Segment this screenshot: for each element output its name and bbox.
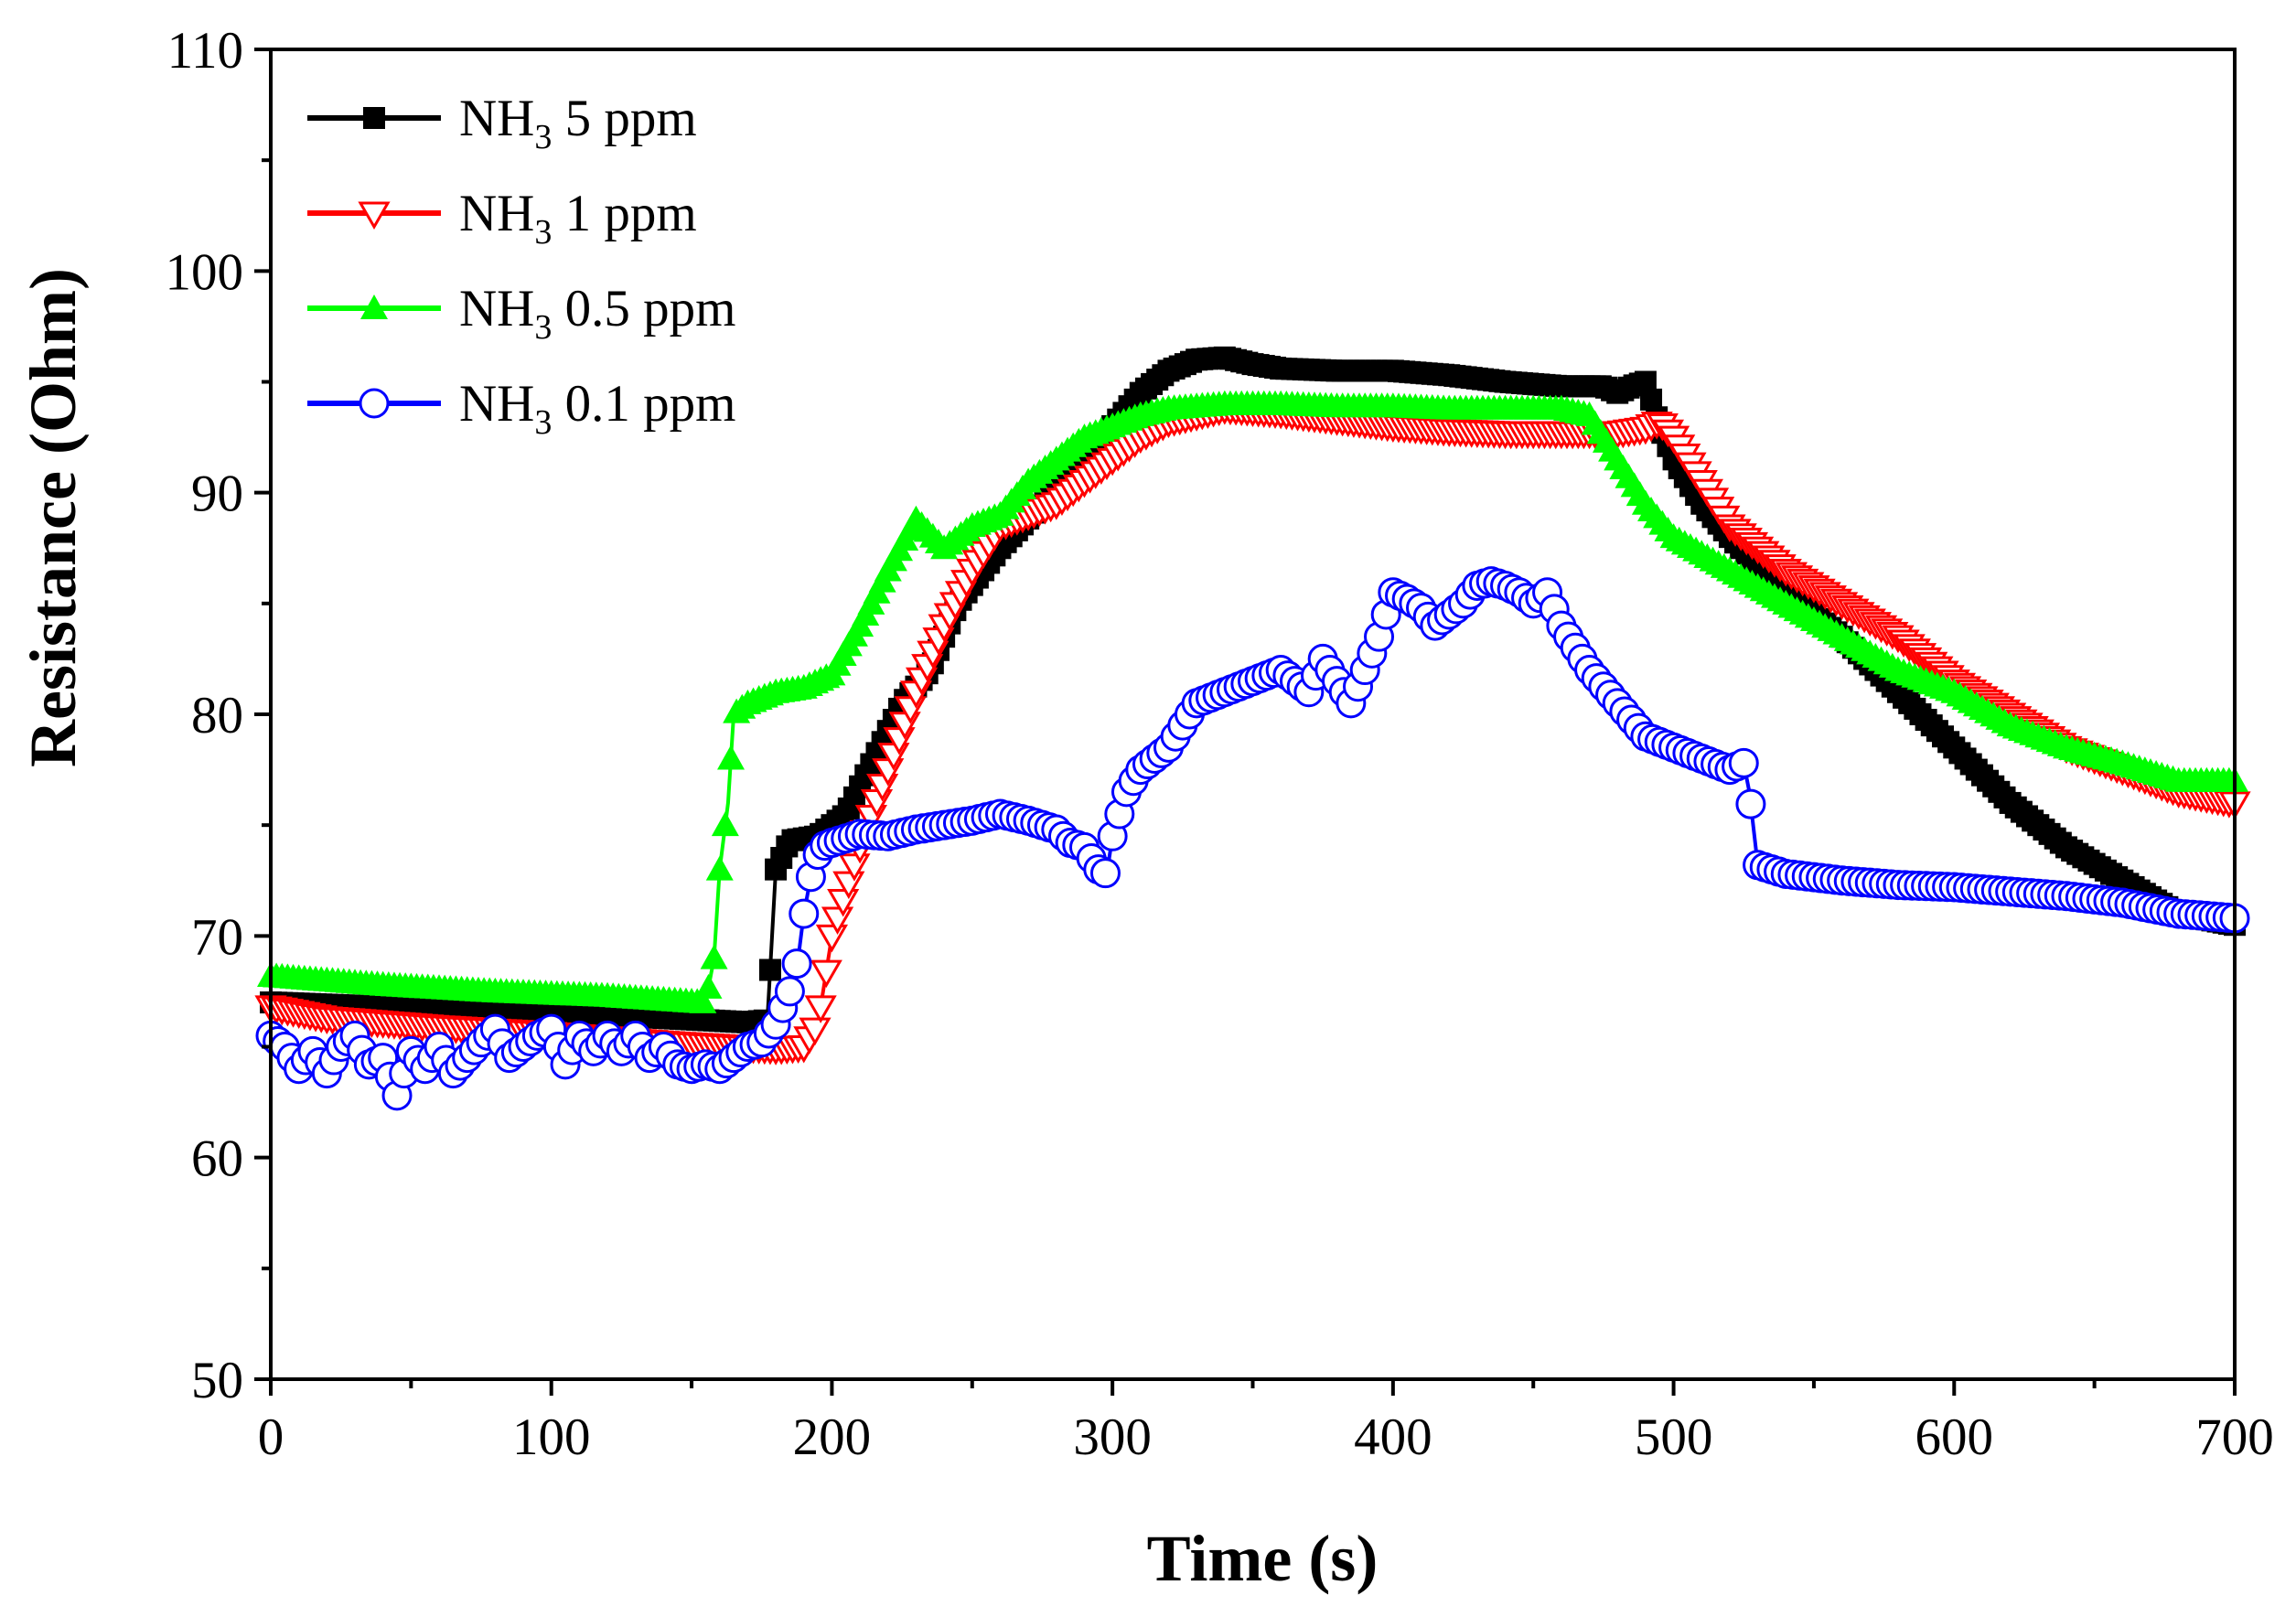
data-point (799, 1017, 831, 1046)
data-point (1089, 858, 1121, 889)
data-point (689, 988, 717, 1013)
legend-label: NH3 5 ppm (459, 90, 697, 156)
data-point (804, 995, 837, 1023)
x-tick-label: 200 (793, 1408, 872, 1466)
data-point (810, 959, 842, 989)
y-tick-label: 90 (191, 466, 243, 523)
axes: 0 100 200 300 400 500 600 700 50 60 70 80 90 100 110 (166, 22, 2274, 1466)
x-tick-label: 100 (512, 1408, 591, 1466)
x-axis-title: Time (s) (1147, 1522, 1379, 1595)
y-tick-label: 70 (191, 908, 243, 966)
y-tick-label: 100 (166, 243, 244, 301)
series-line (270, 402, 2235, 1005)
data-point (1728, 747, 1759, 778)
data-point (789, 898, 820, 929)
legend-label: NH3 0.5 ppm (459, 280, 735, 347)
legend-marker (360, 294, 388, 319)
data-point (774, 976, 805, 1007)
x-tick-label: 0 (258, 1408, 284, 1466)
data-point (758, 958, 781, 981)
data-point (711, 811, 739, 837)
data-point (694, 973, 723, 999)
legend-entry-3: NH3 0.1 ppm (307, 375, 735, 442)
data-point (717, 744, 746, 770)
legend-entry-1: NH3 1 ppm (307, 185, 697, 252)
plot-area (254, 346, 2251, 1111)
y-tick-label: 50 (191, 1352, 243, 1409)
data-point (781, 948, 812, 980)
y-axis-title: Resistance (Ohm) (16, 268, 90, 767)
data-point (700, 944, 728, 969)
legend-entry-0: NH3 5 ppm (307, 90, 697, 156)
legend-marker (358, 201, 391, 230)
y-tick-label: 110 (167, 22, 243, 80)
legend: NH3 5 ppm NH3 1 ppm NH3 0.5 ppm NH3 0.1 ppm (307, 90, 735, 442)
x-tick-label: 600 (1915, 1408, 1994, 1466)
plot-frame (269, 48, 2237, 1381)
legend-entry-2: NH3 0.5 ppm (307, 280, 735, 347)
legend-marker (363, 107, 385, 129)
x-tick-label: 300 (1073, 1408, 1152, 1466)
y-tick-label: 80 (191, 687, 243, 744)
y-tick-label: 60 (191, 1130, 243, 1188)
data-point (815, 924, 849, 953)
legend-label: NH3 0.1 ppm (459, 375, 735, 442)
data-point (705, 855, 734, 881)
legend-label: NH3 1 ppm (459, 185, 697, 252)
x-tick-label: 500 (1635, 1408, 1713, 1466)
legend-marker (359, 388, 390, 419)
x-tick-label: 700 (2195, 1408, 2274, 1466)
series-2 (257, 390, 2248, 1013)
series-3 (255, 566, 2250, 1111)
data-point (1735, 788, 1766, 819)
x-tick-label: 400 (1354, 1408, 1432, 1466)
